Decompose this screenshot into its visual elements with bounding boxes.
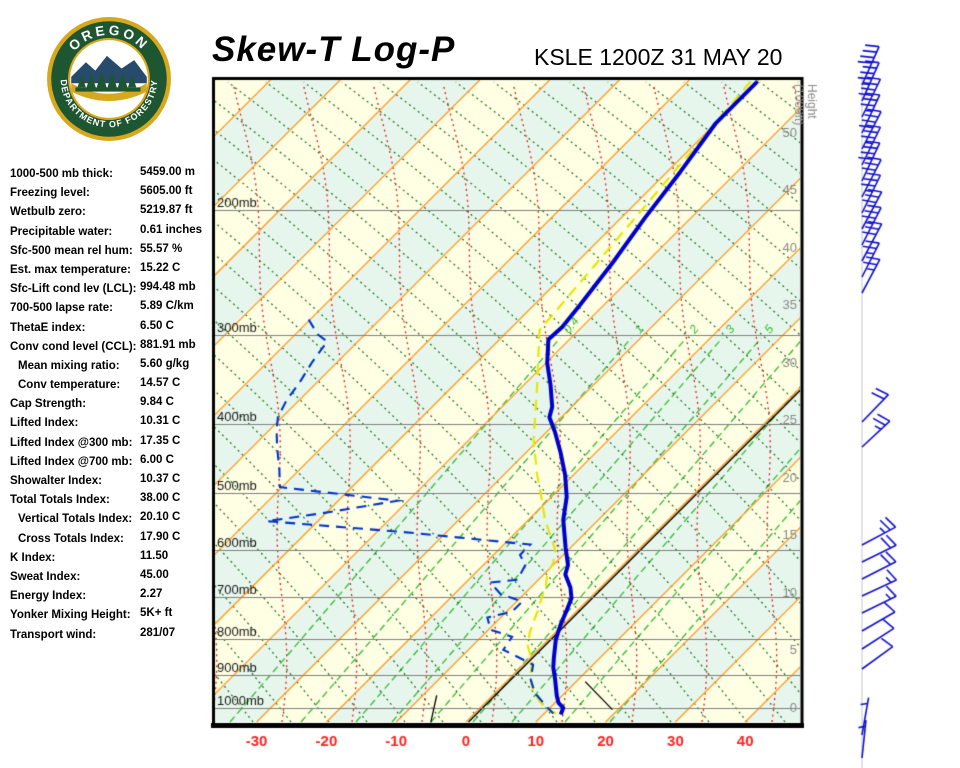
skewt-page: OREGON DEPARTMENT OF FORESTRY Skew-T Log… <box>0 0 960 768</box>
skewt-chart <box>0 0 960 768</box>
